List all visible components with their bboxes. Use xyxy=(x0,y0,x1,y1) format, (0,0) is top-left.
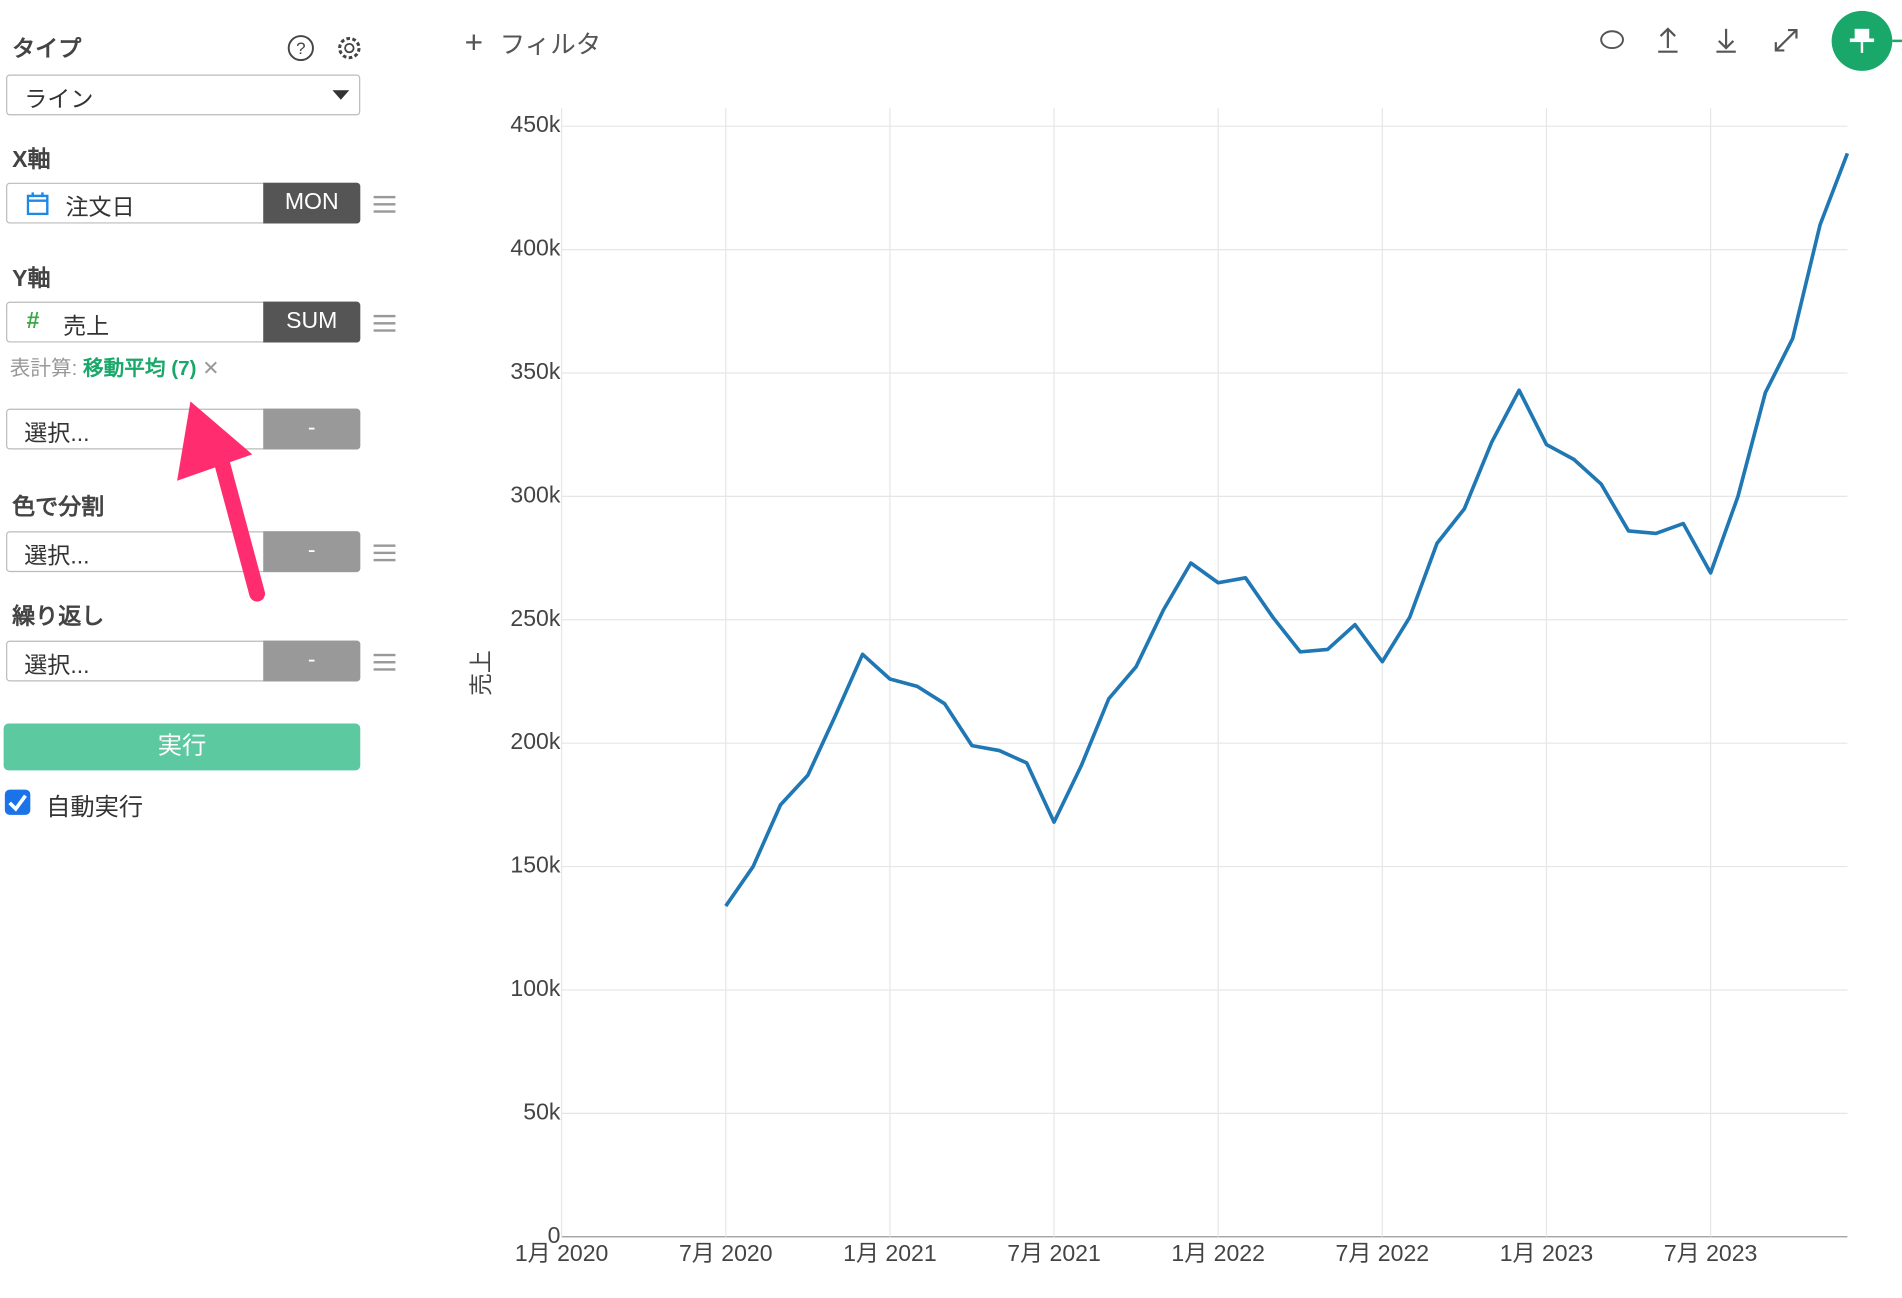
x-tick-label: 1月 2022 xyxy=(1171,1240,1265,1266)
help-icon[interactable] xyxy=(287,35,314,62)
y-tick-label: 100k xyxy=(510,975,561,1001)
caret xyxy=(332,90,350,100)
x-tick-label: 1月 2020 xyxy=(515,1240,609,1266)
y-tick-label: 400k xyxy=(510,235,561,261)
select-placeholder: 選択... xyxy=(24,421,90,448)
y-tick-label: 0 xyxy=(548,1222,561,1248)
gear-center xyxy=(344,42,355,54)
y-tick-label: 250k xyxy=(510,605,561,631)
x-tick-label: 7月 2020 xyxy=(679,1240,773,1266)
select-placeholder: 選択... xyxy=(24,653,90,680)
x-tick-label: 1月 2021 xyxy=(843,1240,937,1266)
download-icon[interactable] xyxy=(1716,28,1736,53)
auto-run-checkbox[interactable] xyxy=(4,789,31,815)
x-field-name: 注文日 xyxy=(65,195,135,222)
y-tick-label: 350k xyxy=(510,358,561,384)
type-select[interactable]: ライン xyxy=(6,74,361,116)
y-field-name: 売上 xyxy=(63,314,110,341)
y-axis-title: 売上 xyxy=(468,650,494,696)
y-axis-label: Y軸 xyxy=(12,266,51,293)
type-value: ライン xyxy=(24,87,94,113)
menu-icon[interactable] xyxy=(373,653,396,671)
x-tick-label: 7月 2022 xyxy=(1336,1240,1430,1266)
number-icon: # xyxy=(26,308,40,335)
calc-value[interactable]: 移動平均 (7) xyxy=(83,356,197,380)
select-agg[interactable]: - xyxy=(263,640,361,682)
y-tick-label: 200k xyxy=(510,728,561,754)
calc-label: 表計算: xyxy=(9,356,78,380)
gear-icon[interactable] xyxy=(338,36,361,60)
pin-icon xyxy=(1849,28,1875,53)
arrow-head xyxy=(177,401,253,481)
y-tick-label: 300k xyxy=(510,482,561,508)
upload-icon[interactable] xyxy=(1658,27,1678,53)
x-field[interactable]: 注文日 MON xyxy=(6,182,361,224)
arrow-shaft xyxy=(214,454,266,602)
x-tick-label: 1月 2023 xyxy=(1500,1240,1594,1266)
x-tick-label: 7月 2021 xyxy=(1007,1240,1101,1266)
y-tick-label: 50k xyxy=(523,1098,561,1124)
run-button[interactable]: 実行 xyxy=(3,723,361,771)
calc-remove[interactable]: ✕ xyxy=(202,356,220,380)
select-agg[interactable]: - xyxy=(263,531,361,573)
help-glyph: ? xyxy=(296,39,305,58)
filter-label: フィルタ xyxy=(499,31,602,59)
help-settings-icons[interactable]: ? xyxy=(286,34,364,65)
y-agg[interactable]: SUM xyxy=(263,301,361,343)
annotation-arrow xyxy=(177,401,266,602)
comment-icon[interactable] xyxy=(1600,30,1624,50)
calendar-icon xyxy=(26,192,49,216)
type-label: タイプ xyxy=(12,37,82,63)
select-placeholder: 選択... xyxy=(24,544,90,570)
plus-icon: + xyxy=(464,24,484,61)
auto-run-label: 自動実行 xyxy=(46,794,144,821)
filter-button[interactable]: + フィルタ xyxy=(465,24,602,61)
repeat-label: 繰り返し xyxy=(12,604,105,630)
chart: 売上 0 50k 100k 150k 200k 250k 300k 350k 400k 450k 1… xyxy=(468,108,1850,1266)
x-agg[interactable]: MON xyxy=(263,182,361,224)
menu-icon[interactable] xyxy=(373,195,396,213)
select-box[interactable]: 選択... - xyxy=(6,640,361,682)
expand-icon[interactable] xyxy=(1774,28,1798,52)
calc-row: 表計算: 移動平均 (7) ✕ xyxy=(10,351,220,381)
y-tick-label: 450k xyxy=(510,111,561,137)
line-series xyxy=(724,152,1850,908)
y-tick-label: 150k xyxy=(510,852,561,878)
toolbar-icons xyxy=(1600,10,1902,71)
plot: 売上 0 50k 100k 150k 200k 250k 300k 350k 400k 450k 1… xyxy=(468,108,1850,1266)
check-mark xyxy=(8,794,27,812)
select-agg[interactable]: - xyxy=(263,408,361,450)
menu-icon[interactable] xyxy=(373,314,396,332)
x-tick-label: 7月 2023 xyxy=(1664,1240,1758,1266)
x-axis-label: X軸 xyxy=(12,147,51,174)
menu-icon[interactable] xyxy=(373,544,396,562)
y-field[interactable]: # 売上 SUM xyxy=(6,301,361,343)
select-box[interactable]: 選択... - xyxy=(6,531,361,573)
color-split-label: 色で分割 xyxy=(12,495,105,521)
